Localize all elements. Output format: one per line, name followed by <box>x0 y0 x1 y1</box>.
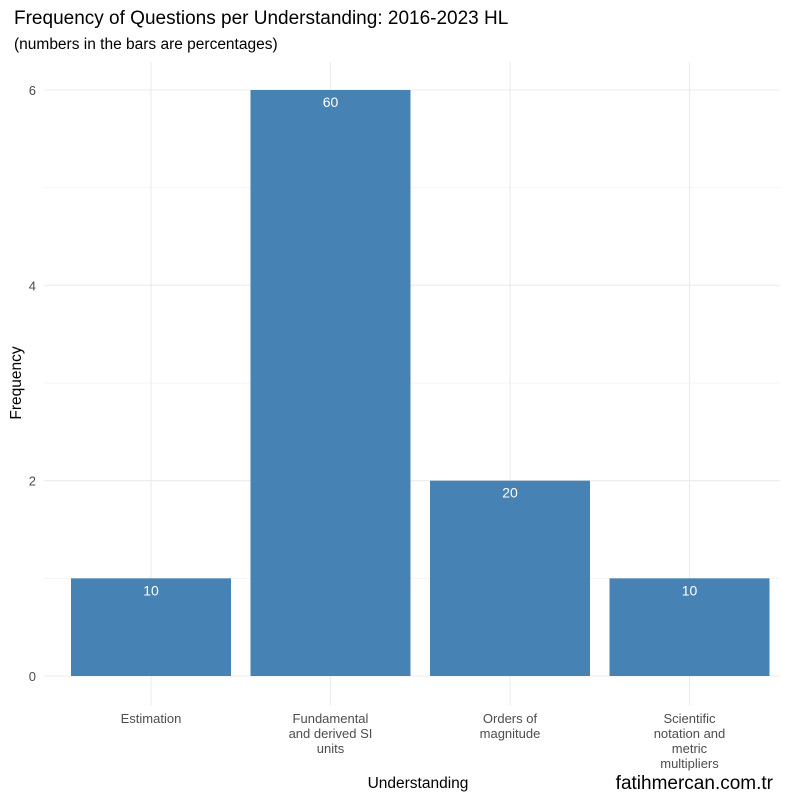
bar <box>430 480 590 676</box>
x-tick-label: Scientific notation and metric multipliers <box>654 711 726 771</box>
x-tick-label-line: units <box>317 741 345 756</box>
bar-value-label: 10 <box>143 582 159 598</box>
x-tick-label: Estimation <box>121 711 182 726</box>
y-tick-label: 6 <box>29 83 36 98</box>
y-tick-label: 2 <box>29 474 36 489</box>
x-tick-label-line: Fundamental <box>293 711 369 726</box>
bar-value-label: 60 <box>323 94 339 110</box>
x-tick-label: Orders of magnitude <box>480 711 541 741</box>
watermark: fatihmercan.com.tr <box>616 773 774 794</box>
bar <box>71 578 231 676</box>
x-tick-label-line: Orders of <box>483 711 538 726</box>
x-axis-title: Understanding <box>368 775 469 792</box>
x-tick-label-line: Scientific <box>663 711 716 726</box>
y-axis-title: Frequency <box>8 346 25 419</box>
y-tick-label: 0 <box>29 669 36 684</box>
chart-subtitle: (numbers in the bars are percentages) <box>14 36 278 53</box>
x-tick-label-line: magnitude <box>480 726 541 741</box>
x-tick-label: Fundamental and derived SI units <box>289 711 373 756</box>
x-tick-label-line: notation and <box>654 726 726 741</box>
x-tick-label-line: and derived SI <box>289 726 373 741</box>
x-tick-label-line: Estimation <box>121 711 182 726</box>
bar <box>609 578 770 676</box>
y-tick-labels: 0 2 4 6 <box>29 83 36 684</box>
bar-value-label: 10 <box>682 582 698 598</box>
x-tick-label-line: multipliers <box>660 756 719 771</box>
bars: 10 60 20 10 <box>71 90 770 676</box>
chart-title: Frequency of Questions per Understanding… <box>14 8 508 29</box>
bar-value-label: 20 <box>502 485 518 501</box>
bar <box>250 90 411 676</box>
x-tick-labels: Estimation Fundamental and derived SI units… <box>121 711 726 771</box>
x-tick-label-line: metric <box>672 741 708 756</box>
y-tick-label: 4 <box>29 278 36 293</box>
